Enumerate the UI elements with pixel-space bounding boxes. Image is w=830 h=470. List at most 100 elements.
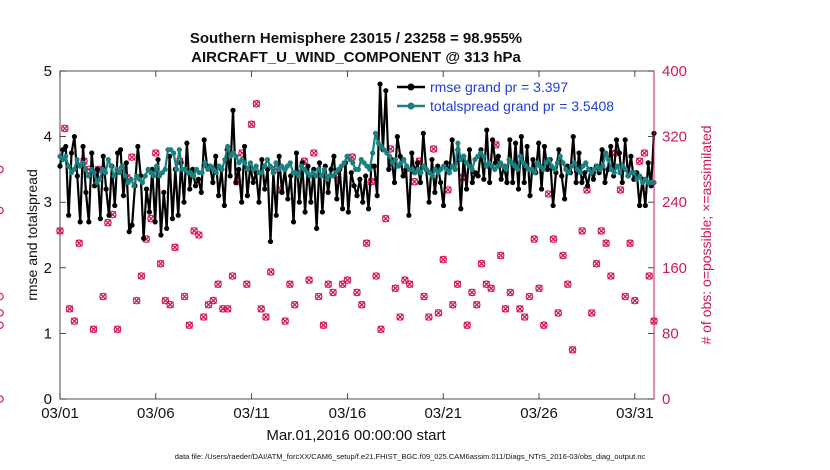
obs-assimilated-marker bbox=[645, 272, 653, 280]
series-point-rmse bbox=[325, 189, 331, 195]
obs-possible-marker bbox=[607, 272, 615, 280]
series-point-rmse bbox=[100, 153, 106, 159]
series-point-rmse bbox=[608, 143, 614, 150]
obs-possible-marker bbox=[305, 276, 313, 284]
obs-possible-marker bbox=[568, 345, 577, 354]
obs-possible-marker bbox=[195, 231, 203, 239]
series-point-spread bbox=[614, 163, 620, 169]
series-point-rmse bbox=[126, 229, 132, 235]
series-point-rmse bbox=[530, 156, 536, 163]
series-point-rmse bbox=[305, 163, 311, 169]
y-tick-label-right: 160 bbox=[662, 260, 687, 277]
series-point-rmse bbox=[106, 212, 112, 218]
obs-assimilated-marker bbox=[243, 280, 251, 288]
series-point-rmse bbox=[348, 170, 354, 176]
obs-possible-marker bbox=[602, 239, 610, 248]
series-point-spread bbox=[532, 170, 538, 176]
obs-assimilated-marker bbox=[568, 346, 577, 354]
series-point-spread bbox=[154, 163, 160, 169]
series-point-rmse bbox=[293, 150, 300, 156]
obs-point bbox=[453, 280, 462, 289]
obs-assimilated-marker bbox=[635, 157, 644, 165]
series-point-rmse bbox=[80, 143, 86, 150]
obs-assimilated-marker bbox=[65, 305, 74, 313]
obs-point bbox=[621, 292, 630, 301]
series-point-rmse bbox=[573, 179, 579, 186]
obs-possible-marker bbox=[482, 280, 491, 289]
series-point-spread bbox=[74, 156, 80, 163]
series-point-spread bbox=[102, 170, 109, 176]
series-point-spread bbox=[605, 156, 612, 163]
obs-possible-marker bbox=[420, 292, 428, 301]
obs-assimilated-marker bbox=[429, 145, 438, 153]
obs-point bbox=[243, 280, 251, 289]
obs-assimilated-marker bbox=[497, 251, 505, 260]
series-point-rmse bbox=[63, 143, 69, 150]
series-point-rmse bbox=[512, 140, 519, 146]
series-point-spread bbox=[128, 176, 134, 182]
series-point-rmse bbox=[562, 196, 568, 202]
obs-assimilated-marker bbox=[252, 100, 261, 108]
series-point-rmse bbox=[510, 179, 516, 186]
series-point-rmse bbox=[181, 199, 187, 205]
obs-possible-marker bbox=[429, 145, 438, 153]
series-point-rmse bbox=[256, 199, 262, 205]
series-point-rmse bbox=[117, 147, 124, 153]
series-point-rmse bbox=[432, 189, 438, 195]
series-point-spread bbox=[503, 166, 509, 172]
y-tick-label-right: 400 bbox=[662, 63, 687, 80]
obs-possible-marker bbox=[290, 300, 299, 309]
obs-point bbox=[99, 292, 107, 301]
series-point-spread bbox=[446, 170, 452, 176]
obs-possible-marker bbox=[353, 288, 361, 297]
obs-assimilated-marker bbox=[89, 325, 98, 333]
series-point-spread bbox=[91, 170, 97, 176]
series-point-rmse bbox=[622, 137, 628, 143]
obs-possible-marker bbox=[314, 292, 323, 301]
obs-possible-marker bbox=[219, 304, 227, 313]
obs-assimilated-marker bbox=[324, 280, 332, 288]
series-point-rmse bbox=[195, 176, 202, 182]
obs-possible-marker bbox=[338, 280, 347, 289]
obs-point bbox=[587, 309, 596, 317]
obs-point bbox=[0, 322, 4, 329]
obs-assimilated-marker bbox=[319, 321, 328, 329]
obs-possible-marker bbox=[587, 309, 596, 317]
series-point-rmse bbox=[279, 189, 285, 195]
obs-possible-marker bbox=[171, 243, 179, 252]
series-point-rmse bbox=[285, 196, 291, 202]
series-point-rmse bbox=[259, 156, 265, 163]
series-point-rmse bbox=[377, 81, 383, 87]
obs-point bbox=[166, 300, 174, 309]
series-point-spread bbox=[287, 160, 293, 166]
obs-point bbox=[549, 235, 558, 243]
series-point-spread bbox=[122, 173, 128, 179]
series-point-rmse bbox=[175, 212, 181, 218]
obs-assimilated-marker bbox=[449, 301, 457, 309]
series-point-rmse bbox=[319, 209, 325, 215]
obs-assimilated-marker bbox=[185, 321, 193, 329]
obs-point bbox=[286, 280, 294, 289]
obs-point bbox=[377, 325, 385, 334]
obs-possible-marker bbox=[319, 321, 328, 330]
series-point-spread bbox=[219, 166, 225, 172]
series-point-rmse bbox=[636, 202, 643, 209]
obs-assimilated-marker bbox=[132, 296, 141, 305]
series-point-rmse bbox=[77, 219, 83, 225]
series-point-spread bbox=[611, 170, 617, 176]
series-point-spread bbox=[253, 163, 259, 169]
series-point-rmse bbox=[276, 153, 282, 159]
obs-assimilated-marker bbox=[453, 280, 462, 288]
obs-point bbox=[199, 313, 208, 321]
series-point-spread bbox=[517, 153, 524, 159]
obs-possible-marker bbox=[113, 325, 122, 334]
y-tick-label-right: 320 bbox=[662, 129, 687, 146]
series-point-spread bbox=[577, 170, 583, 176]
obs-possible-marker bbox=[377, 325, 385, 334]
obs-possible-marker bbox=[520, 313, 529, 321]
series-point-rmse bbox=[420, 130, 426, 136]
series-point-spread bbox=[213, 170, 219, 176]
obs-assimilated-marker bbox=[156, 260, 165, 268]
obs-assimilated-marker bbox=[99, 292, 107, 301]
series-point-rmse bbox=[227, 173, 233, 179]
